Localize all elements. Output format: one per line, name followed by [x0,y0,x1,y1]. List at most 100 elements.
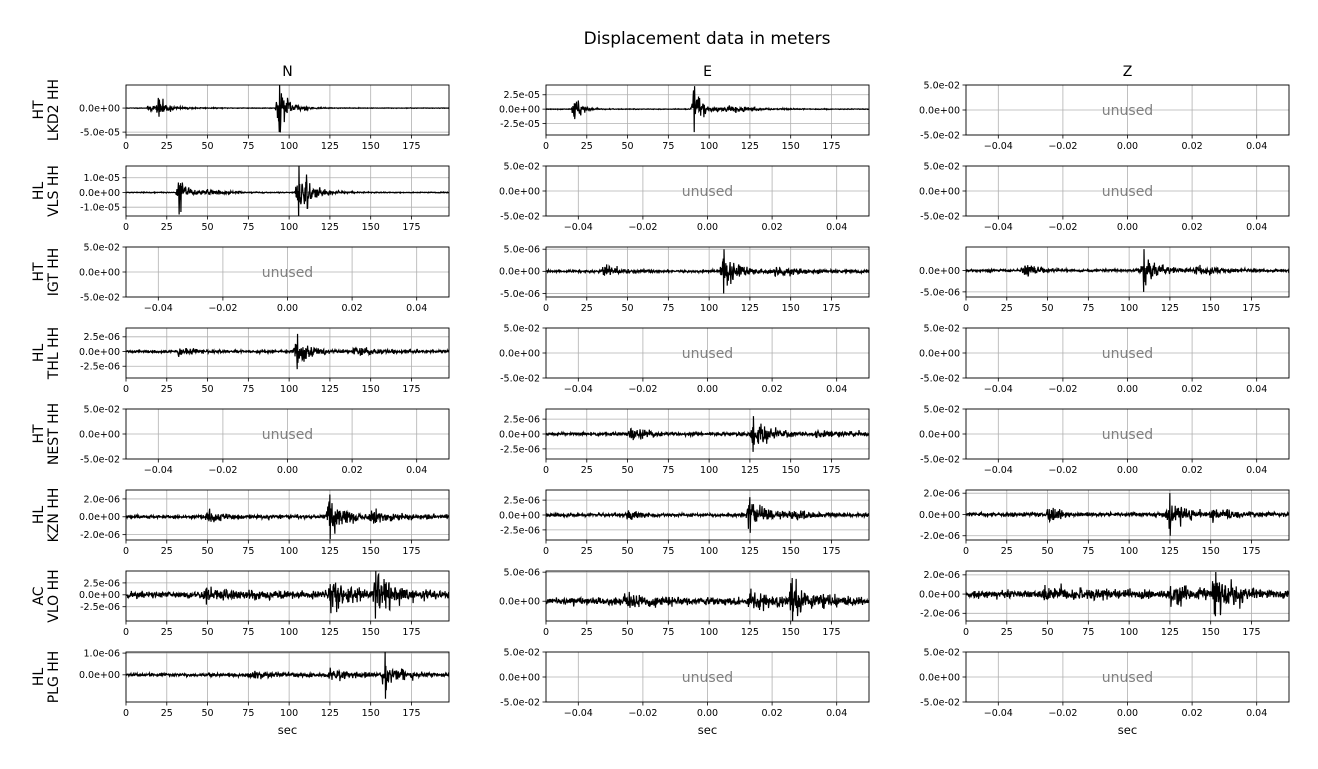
unused-label: unused [1102,103,1153,119]
network-code: HL [31,668,47,687]
x-tick-label: 100 [700,303,718,314]
subplot-frame [965,570,1290,622]
x-tick-label: 0.00 [277,465,298,476]
x-tick-label: 0.00 [1117,465,1138,476]
y-tick-label: 0.0e+00 [919,266,960,277]
y-tick-label: -2.0e-06 [920,531,960,542]
x-tick-label: 150 [1202,303,1220,314]
x-tick-label: 100 [700,546,718,557]
x-tick-label: −0.04 [564,222,593,233]
x-tick-label: −0.02 [1048,141,1077,152]
x-axis-label: sec [278,723,297,737]
x-tick-label: 0.02 [1182,141,1203,152]
station-label: HL KZN HH [31,488,62,543]
y-tick-label: 0.0e+00 [79,429,120,440]
y-tick-label: 0.0e+00 [919,186,960,197]
x-tick-label: 0 [963,627,969,638]
subplot: −0.04 −0.02 0.00 0.02 0.04 5.0e-02 0.0e+00 -5.0… [919,80,1290,152]
x-tick-label: 0.00 [697,708,718,719]
subplot-frame [545,408,870,460]
x-tick-label: 50 [622,303,634,314]
x-tick-label: 150 [782,627,800,638]
x-tick-label: 75 [1082,627,1094,638]
x-tick-label: 25 [1001,303,1013,314]
x-tick-label: 0.00 [1117,708,1138,719]
x-tick-label: 25 [581,303,593,314]
x-tick-label: 150 [362,222,380,233]
y-tick-label: 0.0e+00 [79,347,120,358]
subplot-frame [965,327,1290,379]
x-tick-label: 50 [202,384,214,395]
y-tick-label: 0.0e+00 [79,188,120,199]
subplot: −0.04 −0.02 0.00 0.02 0.04 5.0e-02 0.0e+00 -5.0… [919,404,1290,476]
x-tick-label: 175 [402,222,420,233]
y-tick-label: 2.0e-06 [924,570,960,581]
column-title-z: Z [1123,64,1133,80]
x-tick-label: 0.04 [1246,141,1267,152]
x-tick-label: 0.04 [826,708,847,719]
y-tick-label: 0.0e+00 [499,597,540,608]
x-tick-label: 125 [321,708,339,719]
waveform-trace [126,652,449,699]
network-code: HT [31,262,47,282]
x-tick-label: 150 [782,465,800,476]
y-tick-label: 5.0e-02 [504,647,540,658]
y-tick-label: -2.0e-06 [80,530,120,541]
x-tick-label: −0.04 [984,708,1013,719]
subplot-frame [125,327,450,379]
x-tick-label: −0.04 [564,384,593,395]
y-tick-label: 0.0e+00 [79,512,120,523]
x-tick-label: 0 [963,546,969,557]
x-tick-label: 25 [161,627,173,638]
subplot: −0.04 −0.02 0.00 0.02 0.04 5.0e-02 0.0e+00 -5.0… [79,404,450,476]
y-tick-label: 0.0e+00 [499,105,540,116]
x-tick-label: 175 [1242,303,1260,314]
subplot-frame [545,165,870,217]
network-code: HT [31,100,47,120]
x-tick-label: 0.04 [1246,465,1267,476]
x-axis-label: sec [1118,723,1137,737]
unused-label: unused [682,346,733,362]
subplot-frame [545,246,870,298]
x-tick-label: 75 [242,141,254,152]
x-tick-label: 25 [581,141,593,152]
y-tick-label: -5.0e-02 [920,130,960,141]
x-tick-label: 75 [662,465,674,476]
waveform-trace [546,416,869,452]
x-tick-label: 150 [362,708,380,719]
station-label: HL VLS HH [31,165,62,217]
subplot: 0 25 50 75 100 125 150 175 2.0e-06 0.0e+00 -2.0e-0… [919,570,1290,638]
x-tick-label: 75 [1082,303,1094,314]
y-tick-label: 5.0e-02 [924,647,960,658]
x-tick-label: 0.04 [406,303,427,314]
x-tick-label: 125 [1161,303,1179,314]
x-tick-label: 150 [362,384,380,395]
subplot: 0 25 50 75 100 125 150 175 2.5e-06 0.0e+00 -2.5e-0… [79,327,450,395]
x-tick-label: −0.02 [1048,708,1077,719]
y-tick-label: -5.0e-05 [80,128,120,139]
y-tick-label: 5.0e-06 [504,245,540,256]
y-tick-label: 0.0e+00 [79,267,120,278]
subplot: −0.04 −0.02 0.00 0.02 0.04 5.0e-02 0.0e+00 -5.0… [919,323,1290,395]
x-tick-label: 50 [202,222,214,233]
x-tick-label: 0.02 [762,384,783,395]
subplot-frame [545,489,870,541]
station-code: LKD2 HH [46,79,62,141]
x-tick-label: 0 [963,303,969,314]
subplot-frame [545,651,870,703]
y-tick-label: 0.0e+00 [919,429,960,440]
x-tick-label: 100 [280,222,298,233]
x-tick-label: −0.04 [984,465,1013,476]
x-tick-label: 50 [1042,627,1054,638]
x-tick-label: 125 [741,465,759,476]
subplot-frame [965,165,1290,217]
subplot: −0.04 −0.02 0.00 0.02 0.04 5.0e-02 0.0e+00 -5.0… [499,161,870,233]
x-tick-label: 50 [202,708,214,719]
x-tick-label: 150 [1202,627,1220,638]
waveform-trace [966,571,1289,617]
y-tick-label: 0.0e+00 [499,672,540,683]
x-tick-label: 25 [161,708,173,719]
x-tick-label: 25 [161,141,173,152]
x-tick-label: 75 [242,546,254,557]
